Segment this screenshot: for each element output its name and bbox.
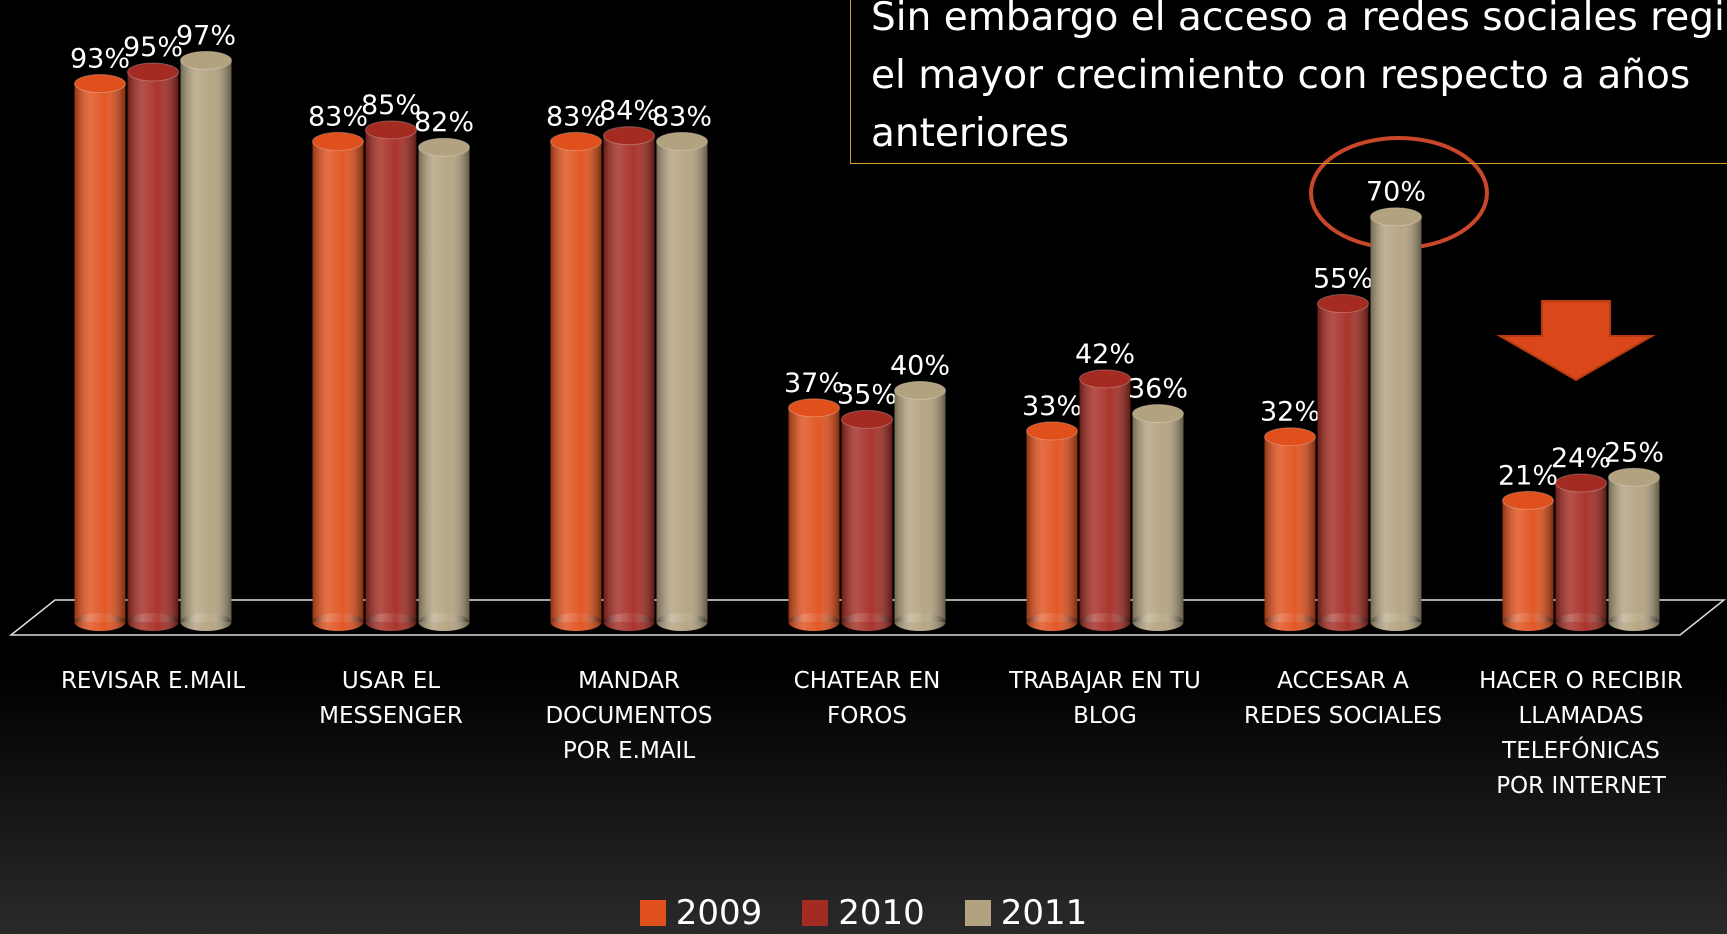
floor — [8, 599, 1727, 636]
x-tick-label: MANDAR DOCUMENTOS POR E.MAIL — [545, 668, 713, 764]
bar-shade — [312, 141, 364, 622]
legend-swatch — [639, 900, 666, 926]
bar-top — [1502, 490, 1554, 510]
annotation-line: el mayor crecimiento con respecto a años — [871, 53, 1691, 98]
x-tick-label: REVISAR E.MAIL — [60, 668, 246, 694]
bar-top — [1026, 421, 1078, 441]
bar-top — [894, 380, 946, 400]
data-label: 24% — [1551, 443, 1611, 474]
legend: 2009 2010 2011 — [0, 893, 1727, 933]
data-label: 42% — [1075, 339, 1135, 370]
bar-top — [74, 74, 126, 94]
data-label: 97% — [176, 20, 236, 51]
data-label: 82% — [414, 107, 474, 138]
bar-shade — [1608, 477, 1660, 622]
bar-shade — [788, 407, 840, 622]
bar-shade — [1264, 436, 1316, 622]
bar-shade — [180, 60, 232, 623]
bar-top — [1132, 404, 1184, 424]
bar-shade — [894, 390, 946, 622]
bar-top — [127, 62, 179, 82]
x-tick-label: CHATEAR EN FOROS — [793, 668, 941, 729]
annotation-box: Sin embargo el acceso a redes sociales r… — [850, 0, 1727, 164]
bar-top — [312, 131, 364, 151]
legend-swatch — [802, 900, 829, 926]
bar-top — [788, 398, 840, 418]
data-label: 70% — [1366, 177, 1426, 208]
x-tick-label: ACCESAR A REDES SOCIALES — [1244, 668, 1442, 729]
data-label: 83% — [308, 101, 368, 132]
bar-top — [656, 131, 708, 151]
data-label: 35% — [837, 379, 897, 410]
data-label: 21% — [1498, 460, 1558, 491]
data-label: 25% — [1604, 437, 1664, 468]
bar-top — [603, 126, 655, 146]
legend-label: 2009 — [675, 893, 763, 933]
bar-shade — [1555, 483, 1607, 622]
bar-top — [1079, 369, 1131, 389]
bar-top — [1264, 427, 1316, 447]
arrow — [1496, 300, 1656, 382]
bar-top — [550, 131, 602, 151]
bar-top — [1370, 207, 1422, 227]
bar-top — [418, 137, 470, 157]
x-tick-label: USAR EL MESSENGER — [319, 668, 463, 729]
data-label: 55% — [1313, 264, 1373, 295]
bar-shade — [841, 419, 893, 622]
bar-top — [365, 120, 417, 140]
bar-shade — [550, 141, 602, 622]
data-label: 33% — [1022, 391, 1082, 422]
legend-item: 2011 — [964, 893, 1088, 933]
annotation-line: anteriores — [871, 111, 1070, 156]
bar-shade — [418, 147, 470, 622]
legend-item: 2009 — [639, 893, 763, 933]
data-label: 83% — [652, 101, 712, 132]
bar-shade — [1317, 303, 1369, 622]
bar-top — [1608, 467, 1660, 487]
data-label: 36% — [1128, 374, 1188, 405]
legend-item: 2010 — [802, 893, 925, 933]
legend-label: 2010 — [838, 893, 925, 933]
annotation-line: Sin embargo el acceso a redes sociales r… — [871, 0, 1727, 40]
bar-shade — [74, 83, 126, 622]
bar-shade — [1132, 413, 1184, 622]
bar-top — [841, 409, 893, 429]
bar-shade — [1026, 430, 1078, 622]
data-label: 83% — [546, 101, 606, 132]
bar-top — [180, 50, 232, 70]
bar-shade — [603, 135, 655, 622]
legend-label: 2011 — [1000, 893, 1088, 933]
data-label: 37% — [784, 368, 844, 399]
bar-shade — [127, 71, 179, 622]
data-label: 95% — [123, 32, 183, 63]
data-label: 93% — [70, 44, 130, 75]
data-label: 32% — [1260, 397, 1320, 428]
data-label: 84% — [599, 96, 659, 127]
bar-shade — [365, 129, 417, 622]
data-label: 85% — [361, 90, 421, 121]
data-label: 40% — [890, 350, 950, 381]
bar-shade — [1370, 216, 1422, 622]
bar-top — [1317, 294, 1369, 314]
x-tick-label: TRABAJAR EN TU BLOG — [1009, 668, 1201, 729]
bar-shade — [1079, 378, 1131, 622]
bar-shade — [1502, 500, 1554, 622]
bar-shade — [656, 141, 708, 622]
legend-swatch — [964, 900, 991, 926]
x-tick-label: HACER O RECIBIR LLAMADAS TELEFÓNICAS POR… — [1479, 668, 1683, 799]
bar-top — [1555, 473, 1607, 493]
